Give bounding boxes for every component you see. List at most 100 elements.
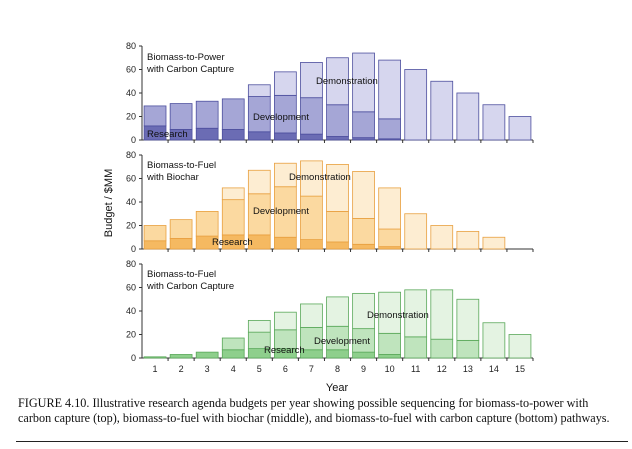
bar-development bbox=[378, 332, 401, 355]
y-tick-label: 0 bbox=[131, 135, 136, 145]
bar-development bbox=[195, 210, 219, 237]
y-tick-label: 60 bbox=[126, 283, 136, 293]
y-tick-label: 40 bbox=[126, 197, 136, 207]
bar-development bbox=[221, 98, 245, 130]
bar-development bbox=[221, 199, 245, 236]
bar-research bbox=[378, 354, 401, 359]
bar-development bbox=[326, 210, 349, 243]
x-tick-label: 4 bbox=[231, 364, 236, 374]
bar-demonstration bbox=[378, 187, 401, 230]
x-tick-label: 5 bbox=[257, 364, 262, 374]
bar-demonstration bbox=[352, 292, 375, 330]
bar-development bbox=[300, 195, 323, 241]
bar-research bbox=[274, 132, 297, 141]
panel-title: Biomass-to-Fuel with Biochar bbox=[146, 160, 216, 183]
bar-research bbox=[195, 127, 219, 141]
x-tick-label: 13 bbox=[463, 364, 473, 374]
bar-demonstration bbox=[300, 303, 323, 328]
y-tick-label: 20 bbox=[126, 330, 136, 340]
bar-demonstration bbox=[274, 311, 297, 331]
bar-research bbox=[221, 349, 245, 359]
bar-research bbox=[300, 239, 323, 250]
x-tick-label: 15 bbox=[515, 364, 525, 374]
bar-demonstration bbox=[274, 71, 297, 96]
bar-development bbox=[404, 336, 428, 359]
bar-development bbox=[169, 219, 193, 239]
bar-demonstration bbox=[326, 296, 349, 327]
bar-research bbox=[221, 129, 245, 141]
x-tick-label: 1 bbox=[153, 364, 158, 374]
y-tick-label: 0 bbox=[131, 244, 136, 254]
bar-demonstration bbox=[247, 169, 271, 195]
bar-research bbox=[169, 354, 193, 359]
x-axis-label: Year bbox=[326, 382, 349, 394]
bar-research bbox=[143, 356, 167, 359]
x-tick-label: 2 bbox=[179, 364, 184, 374]
x-tick-label: 8 bbox=[335, 364, 340, 374]
bar-development bbox=[456, 339, 480, 359]
annotation-research: Research bbox=[212, 237, 253, 248]
bar-demonstration bbox=[326, 57, 349, 106]
bar-demonstration bbox=[274, 162, 297, 188]
bar-demonstration bbox=[404, 213, 428, 250]
y-tick-label: 80 bbox=[126, 259, 136, 269]
bar-demonstration bbox=[378, 59, 401, 120]
x-tick-label: 12 bbox=[437, 364, 447, 374]
y-tick-label: 60 bbox=[126, 174, 136, 184]
bar-demonstration bbox=[352, 171, 375, 219]
y-tick-label: 60 bbox=[126, 65, 136, 75]
bar-development bbox=[169, 103, 193, 130]
bar-development bbox=[195, 100, 219, 129]
annotation-research: Research bbox=[264, 345, 305, 356]
bar-research bbox=[326, 349, 349, 359]
bar-demonstration bbox=[430, 80, 454, 141]
bar-demonstration bbox=[247, 319, 271, 333]
bar-development bbox=[143, 105, 167, 127]
bar-research bbox=[274, 236, 297, 250]
bar-demonstration bbox=[300, 62, 323, 99]
y-tick-label: 20 bbox=[126, 112, 136, 122]
x-tick-label: 9 bbox=[361, 364, 366, 374]
figure-caption: FIGURE 4.10. Illustrative research agend… bbox=[18, 396, 610, 425]
annotation-demonstration: Demonstration bbox=[367, 310, 429, 321]
bar-demonstration bbox=[508, 334, 532, 359]
y-tick-label: 80 bbox=[126, 150, 136, 160]
bar-demonstration bbox=[456, 298, 480, 341]
annotation-development: Development bbox=[253, 112, 309, 123]
bar-demonstration bbox=[456, 230, 480, 250]
bar-demonstration bbox=[247, 84, 271, 97]
bar-demonstration bbox=[352, 52, 375, 113]
bar-demonstration bbox=[404, 69, 428, 141]
bar-research bbox=[143, 240, 167, 250]
caption-rule bbox=[16, 441, 628, 442]
bar-demonstration bbox=[482, 104, 506, 141]
bar-research bbox=[352, 243, 375, 250]
bar-research bbox=[169, 238, 193, 250]
bar-research bbox=[326, 241, 349, 250]
annotation-development: Development bbox=[314, 336, 370, 347]
annotation-demonstration: Demonstration bbox=[316, 76, 378, 87]
x-tick-label: 10 bbox=[385, 364, 395, 374]
bar-demonstration bbox=[482, 322, 506, 359]
x-tick-label: 14 bbox=[489, 364, 499, 374]
bar-demonstration bbox=[456, 92, 480, 141]
bar-demonstration bbox=[508, 116, 532, 141]
panel-title: Biomass-to-Power with Carbon Capture bbox=[146, 52, 234, 75]
bar-development bbox=[352, 218, 375, 245]
bar-demonstration bbox=[326, 163, 349, 212]
bar-demonstration bbox=[300, 160, 323, 197]
bar-demonstration bbox=[482, 236, 506, 250]
y-axis-label: Budget / $MM bbox=[103, 169, 115, 237]
figure-chart: Budget / $MM Year 020406080Biomass-to-Po… bbox=[103, 41, 534, 394]
bar-research bbox=[247, 131, 271, 141]
y-tick-label: 40 bbox=[126, 88, 136, 98]
x-tick-label: 6 bbox=[283, 364, 288, 374]
bar-development bbox=[378, 118, 401, 140]
annotation-research: Research bbox=[147, 129, 188, 140]
annotation-development: Development bbox=[253, 206, 309, 217]
chart-panel-1: 0 20 40 60 80 Biomass-to-Power with Carbon Cap… bbox=[126, 41, 534, 145]
y-tick-label: 20 bbox=[126, 221, 136, 231]
bar-demonstration bbox=[430, 289, 454, 340]
